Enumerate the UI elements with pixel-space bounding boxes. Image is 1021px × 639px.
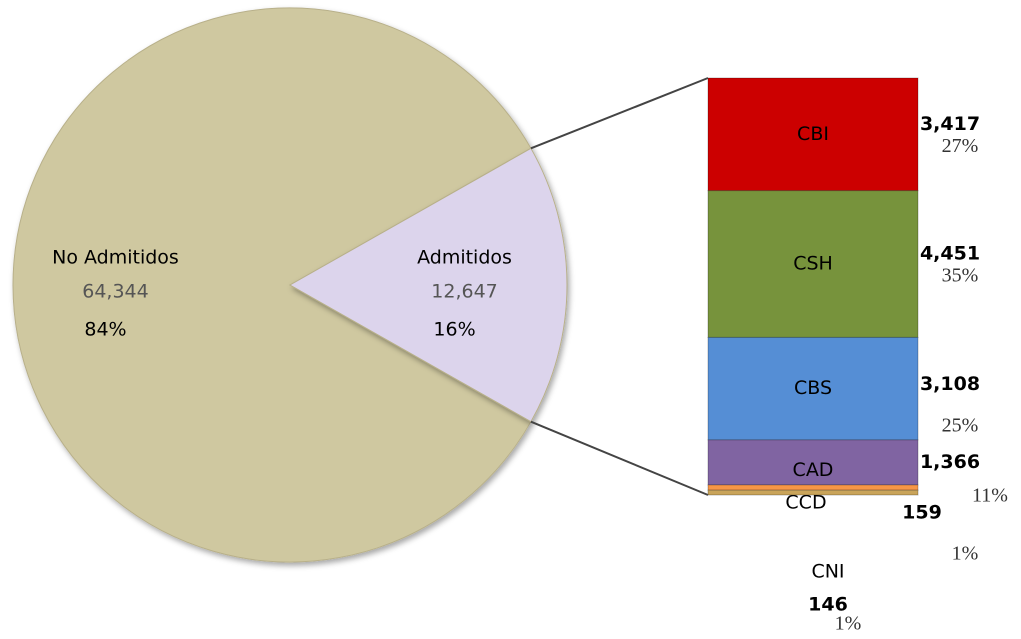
pie-slice: [288, 147, 568, 423]
segment-percent: 1%: [952, 543, 979, 565]
slice-label: No Admitidos: [52, 247, 179, 269]
segment-value: 3,108: [920, 373, 980, 395]
slice-label: Admitidos: [417, 247, 512, 269]
slice-value: 12,647: [431, 281, 497, 303]
slice-percent: 16%: [433, 319, 475, 341]
segment-value: 1,366: [920, 451, 980, 473]
segment-label: CAD: [793, 459, 834, 481]
segment-label: CBS: [794, 377, 832, 399]
slice-percent: 84%: [84, 319, 126, 341]
connector: [530, 420, 709, 496]
segment-label: CBI: [797, 123, 829, 145]
segment-value: 159: [902, 502, 942, 524]
segment-percent: 27%: [942, 135, 979, 157]
bar-segment: [707, 77, 919, 192]
segment-value: 146: [808, 594, 848, 616]
bar-segment: [707, 489, 919, 496]
pie-slice: [12, 7, 532, 563]
segment-label: CSH: [793, 253, 833, 275]
segment-label: CCD: [785, 492, 826, 514]
segment-percent: 1%: [835, 613, 862, 635]
segment-percent: 35%: [942, 265, 979, 287]
segment-percent: 11%: [972, 485, 1008, 507]
segment-value: 3,417: [920, 113, 980, 135]
connector: [530, 77, 709, 150]
segment-percent: 25%: [942, 414, 979, 436]
bar-segment: [707, 484, 919, 491]
segment-value: 4,451: [920, 243, 980, 265]
segment-label: CNI: [811, 561, 844, 583]
bar-segment: [707, 190, 919, 338]
slice-value: 64,344: [82, 281, 148, 303]
